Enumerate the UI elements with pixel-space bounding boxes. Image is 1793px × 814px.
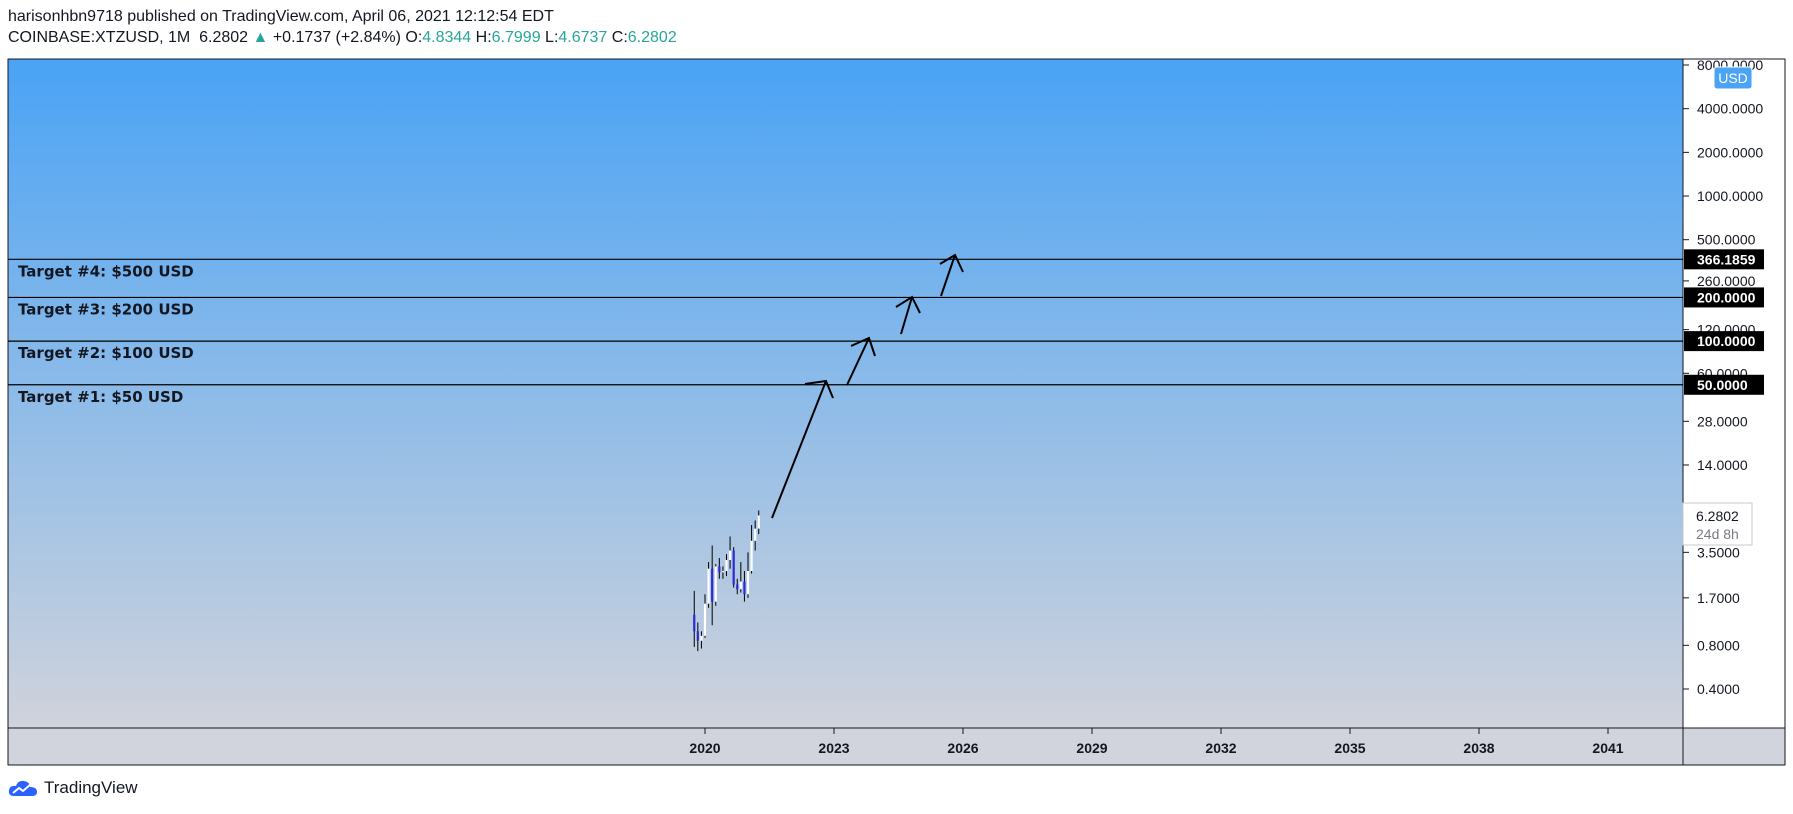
chart-frame [7, 58, 1786, 766]
close-value: 6.2802 [627, 29, 677, 46]
footer-brand: TradingView [44, 778, 138, 797]
candle-body-up [757, 515, 760, 529]
target-price-badge [1684, 249, 1764, 270]
candle-body-down [711, 568, 714, 602]
candle-body-down [732, 550, 735, 585]
target-label: Target #1: $50 USD [18, 388, 183, 406]
price-tick-label: 260.0000 [1697, 273, 1756, 289]
candle-body-up [707, 568, 710, 604]
time-tick-label: 2023 [818, 740, 849, 756]
time-tick-label: 2020 [689, 740, 720, 756]
last-price: 6.2802 [199, 29, 249, 46]
price-tick-label: 1.7000 [1697, 590, 1740, 606]
candle-body-up [746, 571, 750, 595]
price-tick-label: 2000.0000 [1697, 144, 1763, 160]
target-lines: Target #4: $500 USD 366.1859 Target #3: $2… [8, 249, 1764, 406]
open-label: O: [405, 29, 423, 46]
publisher-line: harisonhbn9718 published on TradingView.… [8, 8, 554, 25]
candle-body-up [703, 603, 707, 636]
symbol-name: COINBASE:XTZUSD, 1M [8, 29, 191, 46]
low-value: 4.6737 [558, 29, 608, 46]
close-label: C: [611, 29, 628, 46]
price-tick-label: 14.0000 [1697, 457, 1748, 473]
time-axis[interactable]: 2020 2023 2026 2029 2032 2035 2038 2041 [689, 728, 1624, 756]
countdown-label: 24d 8h [1696, 526, 1739, 542]
time-tick-label: 2026 [947, 740, 978, 756]
target-price-badge [1684, 374, 1764, 395]
price-tick-label: 500.0000 [1697, 232, 1756, 248]
candle-body-up [714, 566, 717, 602]
candle-body-up [700, 635, 703, 641]
target-price-badge [1684, 287, 1764, 308]
candlestick-series [693, 510, 760, 652]
price-tick-label: 1000.0000 [1697, 188, 1763, 204]
tradingview-cloud-icon [8, 780, 37, 796]
symbol-line: COINBASE:XTZUSD, 1M 6.2802 ▲ +0.1737 (+2… [8, 27, 677, 48]
change-arrow-icon: ▲ [252, 29, 269, 46]
arrow-to-target-1 [771, 379, 834, 519]
candle-body-up [728, 550, 732, 560]
target-price-label: 200.0000 [1697, 289, 1756, 305]
candle-body-down [693, 614, 696, 632]
currency-badge[interactable]: USD [1713, 66, 1753, 90]
candle-body-up [739, 581, 742, 590]
candle-body-up [754, 528, 757, 541]
arrow-to-target-3 [895, 295, 921, 335]
target-price-badge [1684, 331, 1764, 352]
time-axis-background [8, 728, 1785, 765]
target-label: Target #3: $200 USD [18, 300, 194, 318]
target-label: Target #2: $100 USD [18, 344, 194, 362]
time-tick-label: 2041 [1592, 740, 1623, 756]
arrow-to-target-4 [939, 253, 964, 297]
chart-header: harisonhbn9718 published on TradingView.… [8, 6, 677, 48]
candle-body-up [725, 559, 728, 572]
candle-body-down [743, 581, 746, 595]
last-price-label: 6.2802 [1696, 508, 1739, 524]
candle-body-down [718, 566, 721, 573]
target-price-label: 50.0000 [1697, 377, 1748, 393]
price-tick-label: 0.8000 [1697, 637, 1740, 653]
high-value: 6.7999 [491, 29, 541, 46]
target-price-label: 100.0000 [1697, 333, 1756, 349]
price-tick-label: 4000.0000 [1697, 101, 1763, 117]
arrow-to-target-2 [846, 336, 876, 386]
high-label: H: [475, 29, 492, 46]
price-tick-label: 3.5000 [1697, 544, 1740, 560]
candle-body-up [750, 540, 753, 572]
time-tick-label: 2035 [1334, 740, 1365, 756]
target-label: Target #4: $500 USD [18, 262, 194, 280]
currency-badge-label: USD [1718, 70, 1748, 86]
last-price-marker: 6.2802 24d 8h [1682, 502, 1753, 546]
plot-background [8, 59, 1683, 728]
tradingview-logo[interactable]: TradingView [8, 778, 138, 798]
time-tick-label: 2032 [1205, 740, 1236, 756]
candle-body-down [736, 584, 739, 590]
open-value: 4.8344 [422, 29, 472, 46]
price-change: +0.1737 (+2.84%) [272, 29, 401, 46]
price-tick-label: 0.4000 [1697, 681, 1740, 697]
candle-body-up [721, 571, 725, 573]
time-tick-label: 2038 [1463, 740, 1494, 756]
price-tick-label: 28.0000 [1697, 413, 1748, 429]
candle-body-down [696, 631, 699, 641]
low-label: L: [545, 29, 559, 46]
time-tick-label: 2029 [1076, 740, 1107, 756]
target-price-label: 366.1859 [1697, 251, 1756, 267]
projection-arrows [771, 253, 964, 519]
